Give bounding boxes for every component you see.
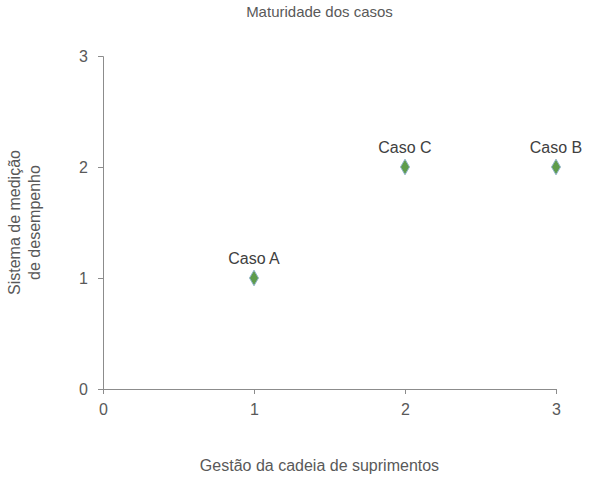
x-tick-label: 2: [401, 401, 410, 418]
x-axis-title: Gestão da cadeia de suprimentos: [200, 457, 439, 474]
y-tick-mark: [98, 167, 103, 168]
point: [552, 159, 561, 175]
x-tick: 3: [552, 389, 561, 418]
point-label: Caso A: [228, 250, 280, 267]
y-tick-mark: [98, 56, 103, 57]
x-tick-label: 3: [552, 401, 561, 418]
point-label: Caso C: [378, 139, 431, 156]
chart: 0 1 2 3 0 1 2 3 Caso A Caso C Caso B Maturidade dos…: [0, 0, 590, 477]
x-tick-mark: [405, 389, 406, 394]
points: [250, 159, 561, 286]
y-axis-title-line: Sistema de medição: [6, 150, 23, 295]
x-tick-mark: [556, 389, 557, 394]
x-axis-line: [104, 390, 557, 395]
point: [401, 159, 410, 175]
y-tick: 3: [79, 48, 103, 65]
x-tick: 2: [401, 389, 410, 418]
y-tick-mark: [98, 389, 103, 390]
point-labels: Caso A Caso C Caso B: [228, 139, 582, 267]
y-axis-title: Sistema de mediçãode desempenho: [6, 150, 43, 295]
y-axis-title-line: de desempenho: [26, 165, 43, 280]
y-tick: 2: [79, 159, 103, 176]
x-tick: 1: [250, 389, 259, 418]
x-tick: 0: [99, 389, 108, 418]
plot: 0 1 2 3 0 1 2 3 Caso A Caso C Caso B: [79, 48, 582, 419]
y-axis-line: [98, 57, 104, 390]
x-axis: 0 1 2 3: [99, 389, 561, 418]
point-label: Caso B: [530, 139, 582, 156]
y-tick: 1: [79, 270, 103, 287]
point: [250, 270, 259, 286]
y-tick-label: 3: [79, 48, 88, 65]
y-axis: 0 1 2 3: [79, 48, 103, 398]
title: Maturidade dos casos: [246, 3, 393, 20]
y-tick-label: 1: [79, 270, 88, 287]
y-tick-label: 0: [79, 381, 88, 398]
x-tick-label: 1: [250, 401, 259, 418]
y-tick: 0: [79, 381, 103, 398]
y-tick-mark: [98, 278, 103, 279]
x-tick-label: 0: [99, 401, 108, 418]
x-tick-mark: [254, 389, 255, 394]
y-tick-label: 2: [79, 159, 88, 176]
